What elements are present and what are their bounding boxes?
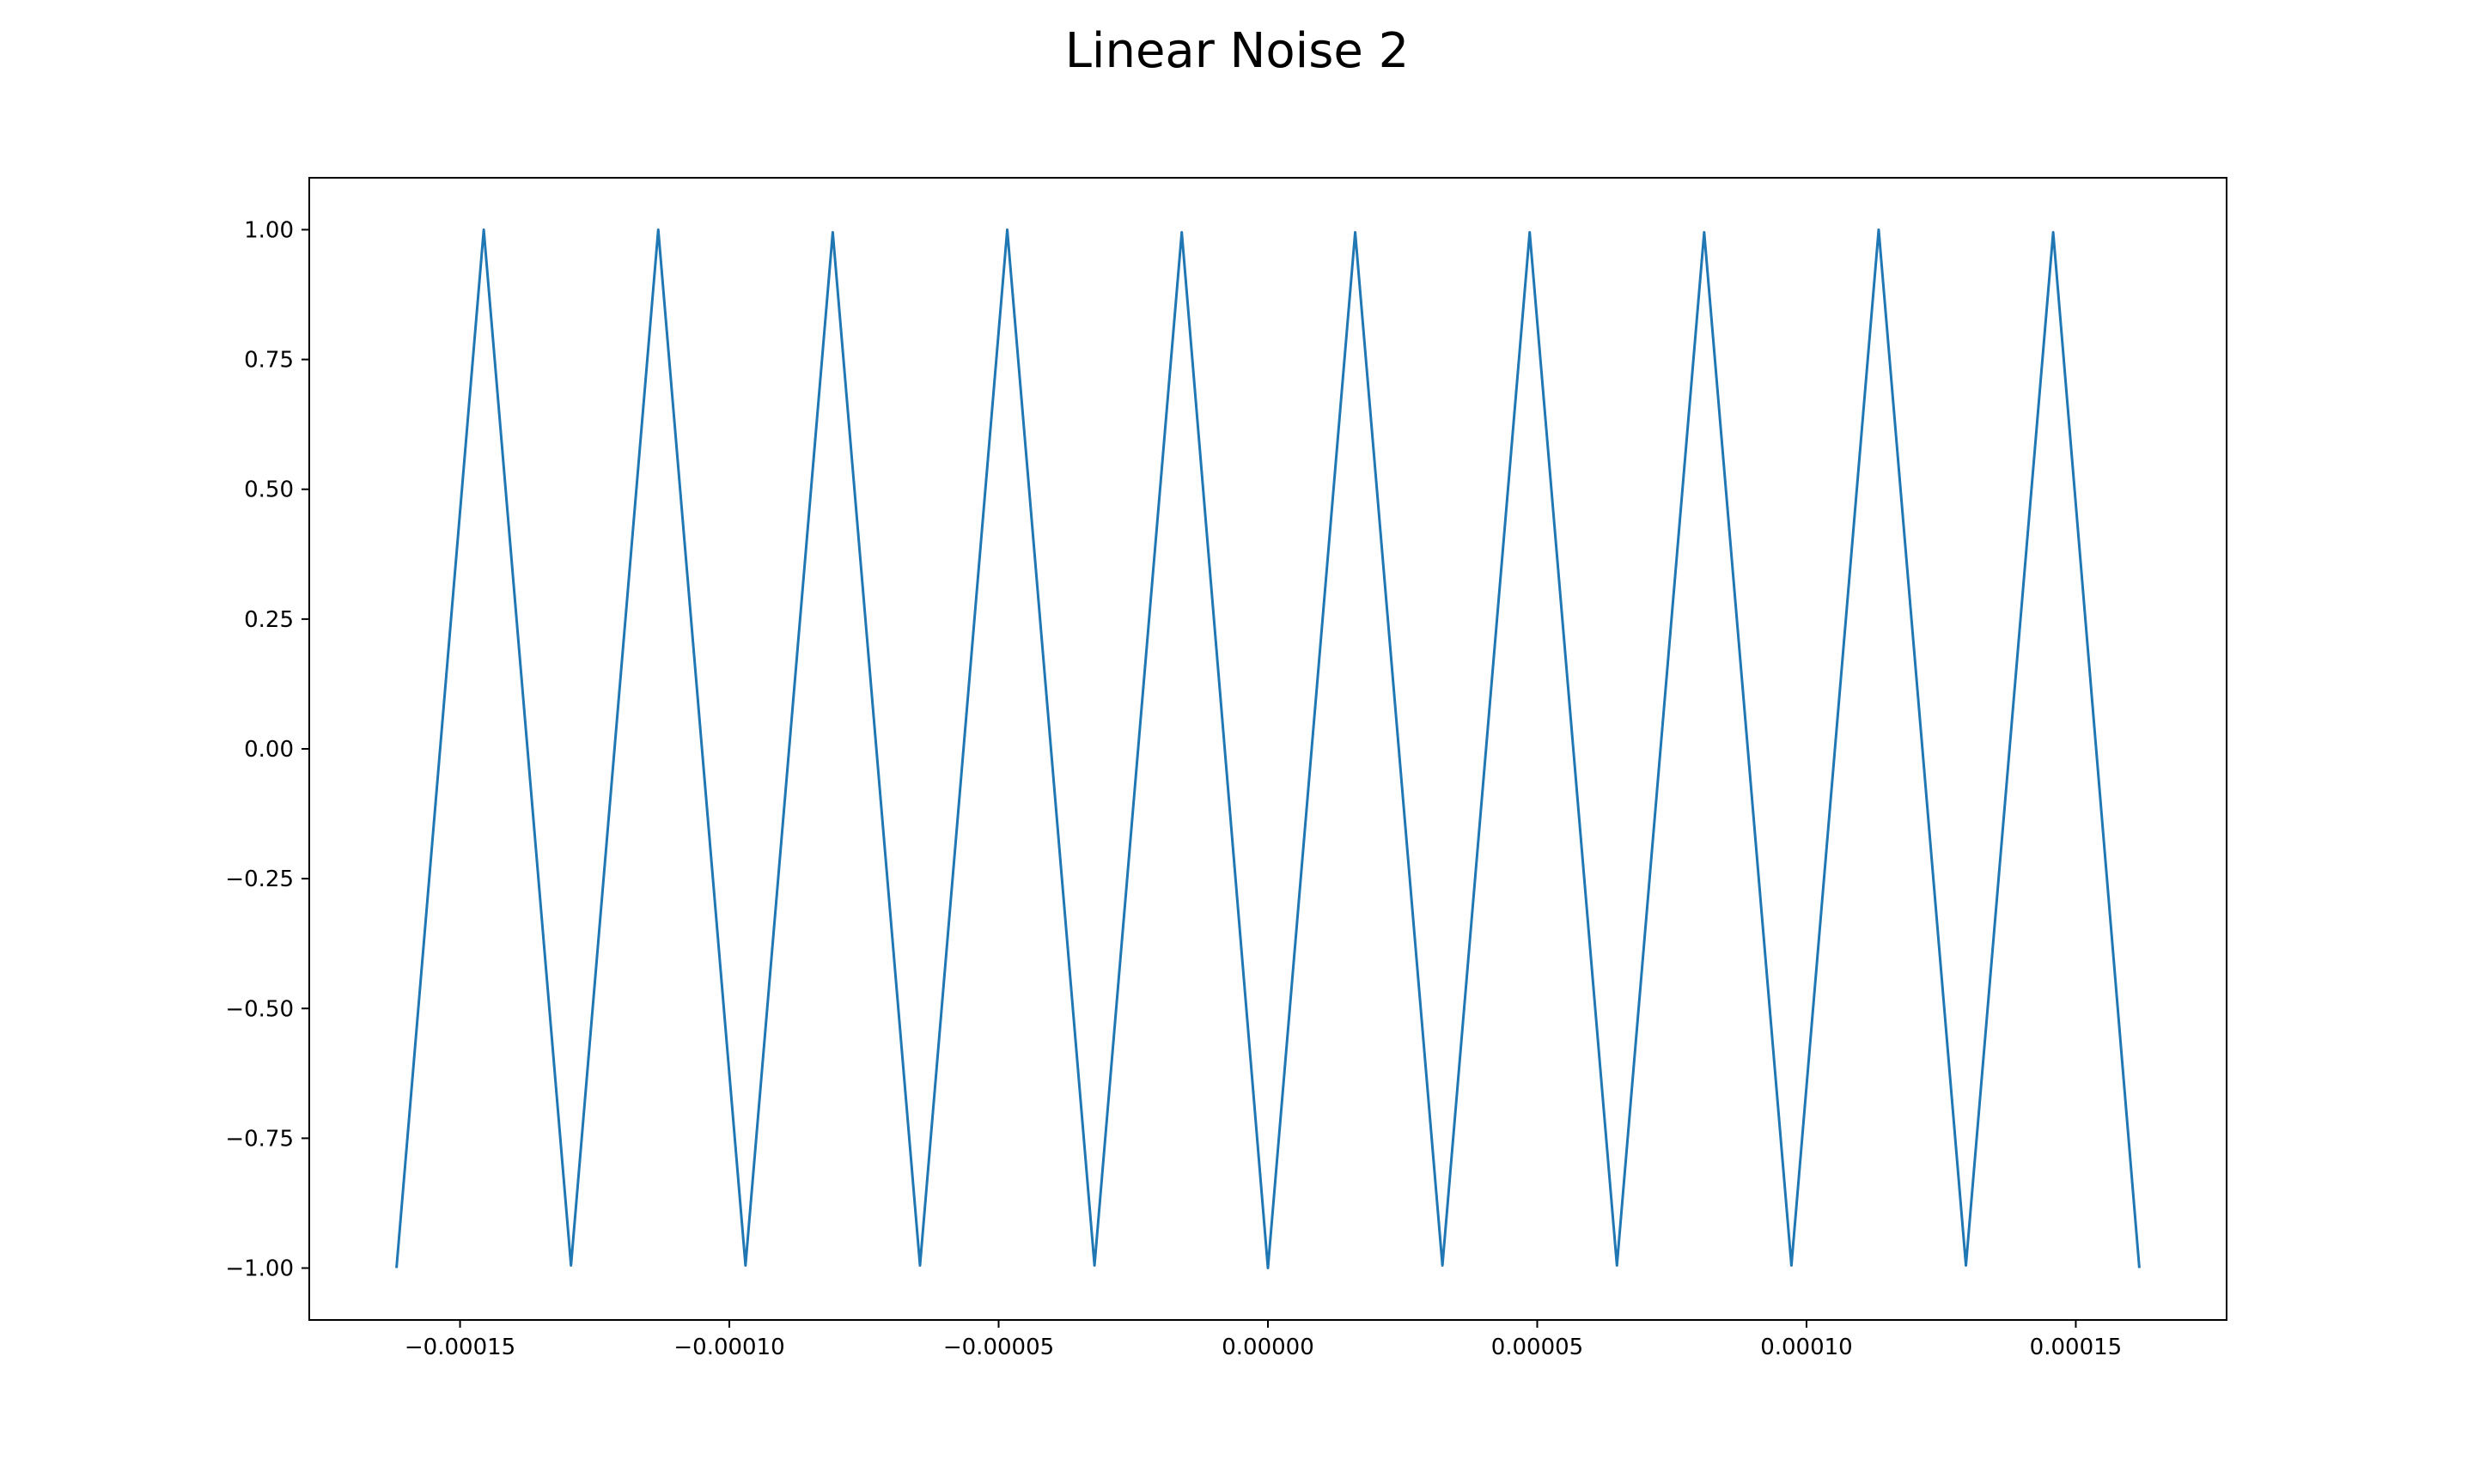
x-tick-label: 0.00010 [1760, 1335, 1853, 1360]
y-tick-label: −1.00 [225, 1256, 294, 1282]
plot-area [395, 228, 2141, 1270]
y-tick-label: 1.00 [244, 217, 294, 243]
x-tick-label: 0.00015 [2030, 1335, 2123, 1360]
y-tick-label: 0.75 [244, 348, 294, 374]
x-tick-label: −0.00005 [943, 1335, 1054, 1360]
y-tick-label: −0.25 [225, 867, 294, 892]
chart-title: Linear Noise 2 [1065, 23, 1410, 79]
x-tick-label: 0.00005 [1491, 1335, 1584, 1360]
x-tick-label: 0.00000 [1222, 1335, 1314, 1360]
x-tick-label: −0.00010 [673, 1335, 784, 1360]
series-line-1 [395, 228, 2141, 1270]
y-tick-label: −0.50 [225, 996, 294, 1022]
y-tick-label: 0.50 [244, 477, 294, 503]
y-tick-label: 0.00 [244, 737, 294, 763]
x-tick-label: −0.00015 [405, 1335, 515, 1360]
y-axis-ticks: 1.00 0.75 0.50 0.25 0.00 −0.25 −0.50 −0.75 −1.00 [225, 217, 309, 1282]
y-tick-label: −0.75 [225, 1126, 294, 1152]
x-axis-ticks: −0.00015 −0.00010 −0.00005 0.00000 0.00005 0.… [405, 1320, 2122, 1360]
y-tick-label: 0.25 [244, 607, 294, 633]
axes-frame [308, 177, 2227, 1321]
